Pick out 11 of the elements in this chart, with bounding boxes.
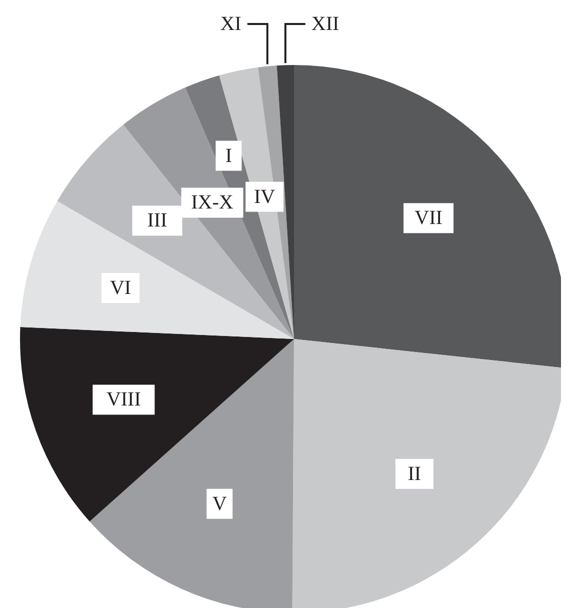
slice-label: IX-X (191, 192, 234, 214)
slice-label: V (212, 492, 228, 515)
slice-label: XI (220, 13, 242, 35)
slice-label: VI (110, 277, 132, 299)
slice-label: VII (414, 207, 442, 230)
slice-label: VIII (106, 388, 141, 411)
slice-label: XII (311, 13, 340, 35)
slice-label: IV (254, 186, 276, 208)
slice-label: I (225, 144, 232, 167)
slice-label: II (408, 462, 422, 485)
slice-label: III (147, 210, 168, 232)
